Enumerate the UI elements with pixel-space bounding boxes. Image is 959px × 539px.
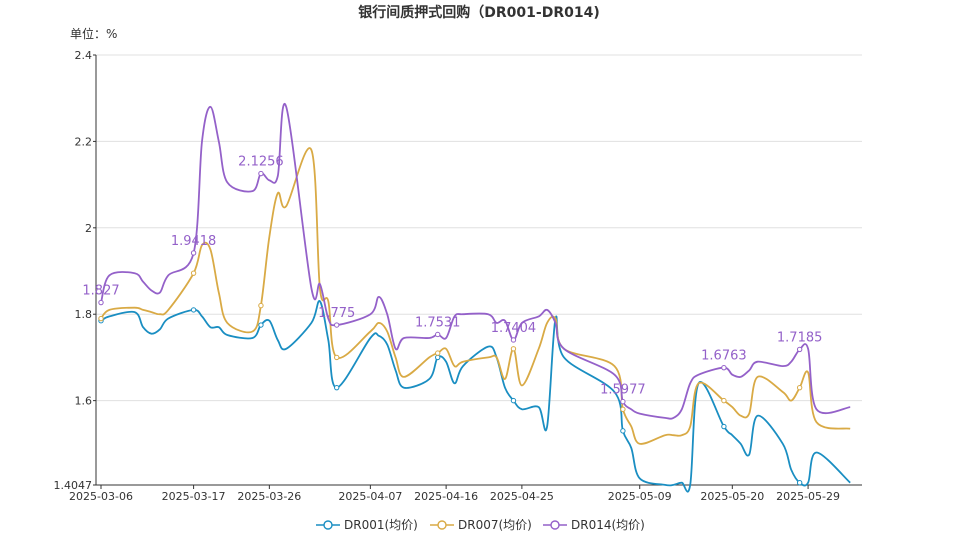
series-line-dr007: [100, 147, 851, 445]
chart-title: 银行间质押式回购（DR001-DR014): [358, 4, 599, 21]
x-tick-label: 2025-04-07: [338, 490, 402, 503]
y-axis: 1.4047 1.6 1.8 2 2.2 2.4: [54, 49, 97, 492]
series-line-dr001: [100, 300, 851, 493]
data-label-dr014: 1.827: [82, 284, 119, 299]
legend-label: DR014(均价): [571, 518, 645, 532]
legend-marker: [437, 520, 447, 530]
data-label-dr014: 2.1256: [238, 155, 284, 170]
data-point-dr007: [510, 346, 517, 352]
data-point-dr001: [721, 423, 727, 430]
data-point-dr007: [796, 384, 803, 391]
data-point-dr007: [98, 315, 104, 322]
data-point-dr007: [435, 350, 441, 356]
data-point-dr001: [796, 480, 803, 486]
data-label-dr014: 1.6763: [701, 349, 747, 364]
legend[interactable]: DR001(均价) DR007(均价) DR014(均价): [316, 518, 645, 532]
data-label-dr014: 1.7185: [777, 330, 823, 345]
data-point-dr014: [721, 364, 727, 371]
x-tick-label: 2025-03-06: [69, 490, 133, 503]
x-tick-label: 2025-03-17: [162, 490, 226, 503]
data-point-dr014: [333, 322, 340, 328]
data-point-dr001: [435, 354, 441, 361]
x-tick-label: 2025-05-09: [608, 490, 672, 503]
data-label-dr014: 1.775: [318, 306, 355, 321]
x-tick-label: 2025-05-29: [776, 490, 840, 503]
data-point-dr007: [333, 354, 340, 361]
data-point-dr001: [333, 384, 340, 391]
x-tick-label: 2025-04-16: [414, 490, 478, 503]
data-point-dr014: [98, 299, 104, 306]
data-labels: 1.827 1.9418 2.1256 1.775 1.7531 1.7404 1.5977…: [82, 155, 822, 398]
y-tick-label: 2.4: [75, 49, 93, 62]
data-point-dr007: [620, 406, 626, 412]
data-label-dr014: 1.7404: [491, 321, 537, 336]
legend-label: DR001(均价): [344, 518, 418, 532]
x-tick-label: 2025-03-26: [237, 490, 301, 503]
x-tick-label: 2025-05-20: [700, 490, 764, 503]
data-label-dr014: 1.5977: [600, 383, 646, 398]
legend-item-dr001[interactable]: DR001(均价): [316, 518, 418, 532]
legend-label: DR007(均价): [458, 518, 532, 532]
data-point-dr014: [258, 170, 264, 177]
unit-label: 单位：%: [70, 26, 117, 41]
y-tick-label: 2.2: [75, 135, 93, 148]
data-point-dr014: [190, 250, 197, 256]
data-point-dr014: [620, 398, 626, 405]
y-tick-label: 1.8: [75, 308, 93, 321]
legend-marker: [323, 520, 333, 530]
x-tick-label: 2025-04-25: [490, 490, 554, 503]
series-group: [98, 103, 851, 493]
data-point-dr007: [721, 397, 727, 404]
data-point-dr001: [190, 307, 197, 313]
data-label-dr014: 1.7531: [415, 315, 461, 330]
data-point-dr001: [620, 428, 626, 434]
legend-item-dr014[interactable]: DR014(均价): [543, 518, 645, 532]
legend-marker: [550, 520, 560, 530]
y-tick-label: 1.6: [75, 395, 93, 408]
data-point-dr014: [435, 331, 441, 338]
data-point-dr007: [258, 302, 264, 309]
data-point-dr001: [510, 397, 517, 404]
y-tick-label: 1.4047: [54, 479, 93, 492]
y-tick-label: 2: [85, 222, 92, 235]
data-point-dr007: [190, 270, 197, 276]
legend-item-dr007[interactable]: DR007(均价): [430, 518, 532, 532]
x-axis: 2025-03-06 2025-03-17 2025-03-26 2025-04-07…: [69, 484, 862, 503]
data-point-dr014: [796, 346, 803, 353]
data-label-dr014: 1.9418: [171, 234, 217, 249]
data-point-dr001: [258, 322, 264, 328]
data-point-dr014: [510, 337, 517, 343]
